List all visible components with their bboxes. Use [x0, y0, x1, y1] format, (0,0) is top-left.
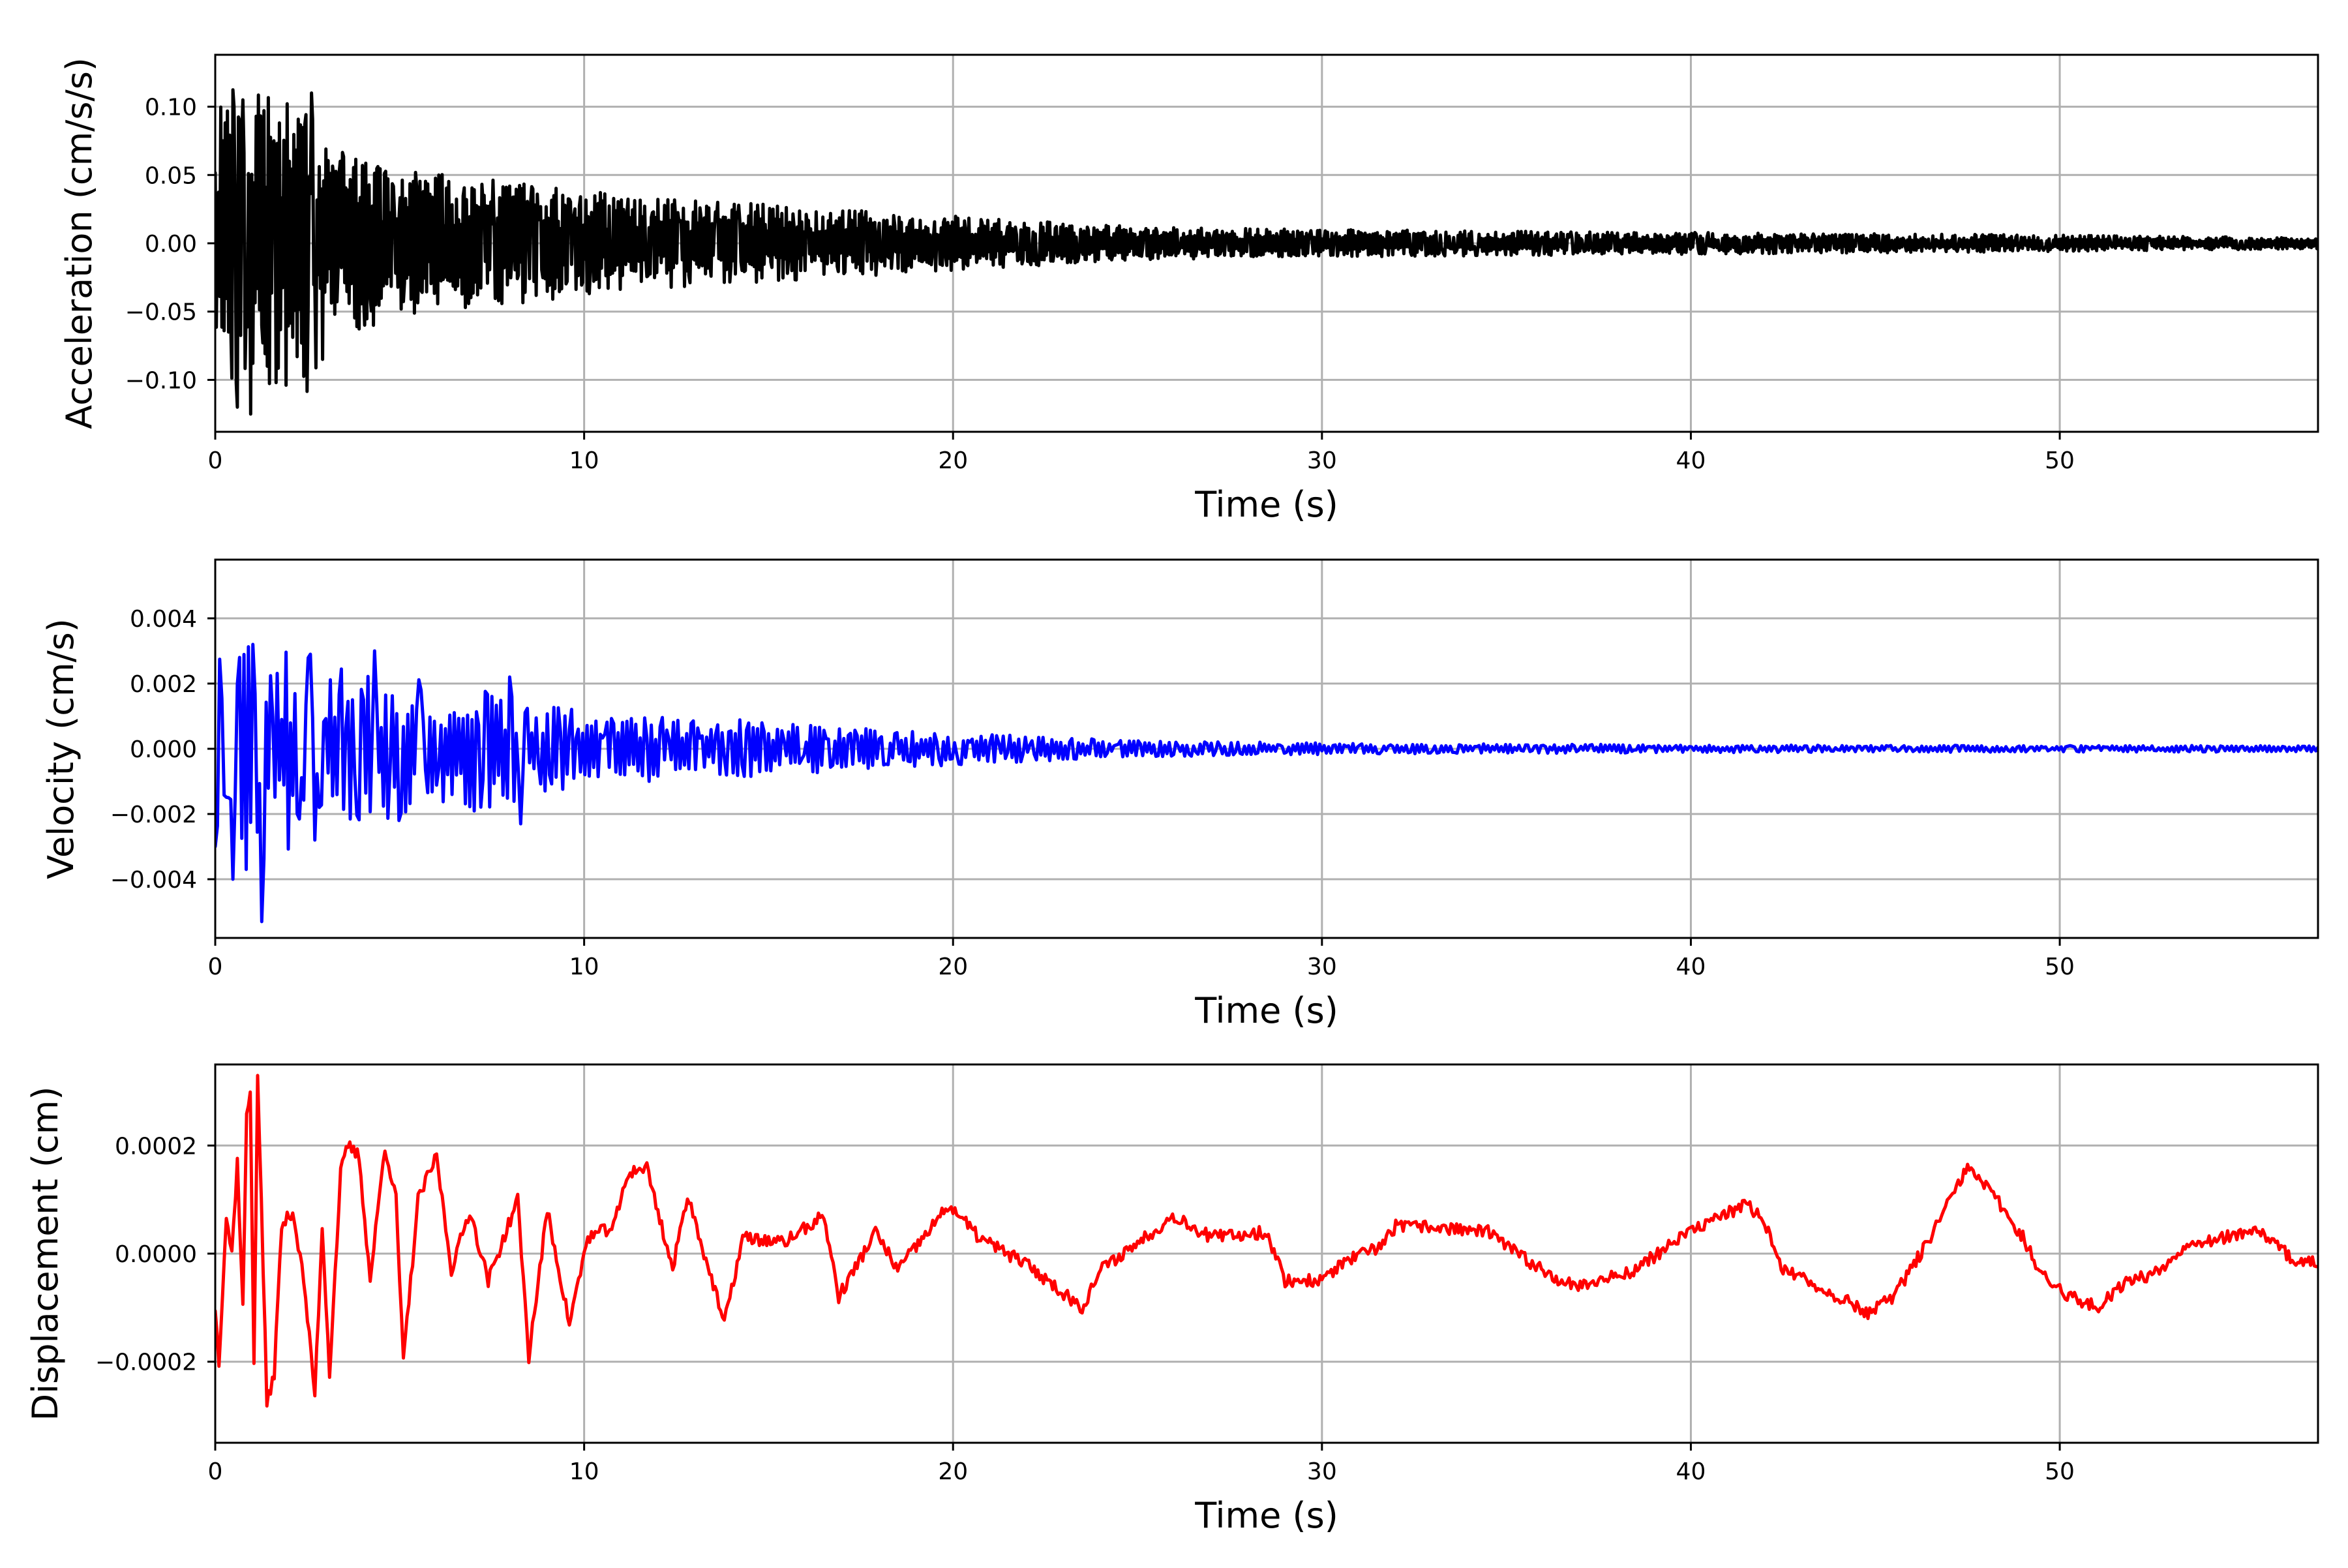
acceleration-xtick-label-2: 20	[938, 447, 968, 474]
acceleration-ylabel: Acceleration (cm/s/s)	[59, 57, 100, 429]
acceleration-xtick-label-3: 30	[1307, 447, 1337, 474]
velocity-xtick-label-0: 0	[208, 954, 223, 980]
displacement-ytick-label-2: 0.0002	[115, 1133, 197, 1160]
velocity-ytick-label-0: −0.004	[110, 867, 197, 894]
velocity-ytick-label-4: 0.004	[130, 606, 197, 633]
velocity-xtick-label-5: 50	[2045, 954, 2075, 980]
acceleration-ytick-label-0: −0.10	[125, 367, 197, 394]
velocity-xtick-label-3: 30	[1307, 954, 1337, 980]
displacement-ylabel: Displacement (cm)	[25, 1087, 66, 1421]
displacement-xtick-label-4: 40	[1676, 1458, 1706, 1485]
acceleration-xtick-label-4: 40	[1676, 447, 1706, 474]
displacement-ytick-label-0: −0.0002	[95, 1349, 197, 1376]
displacement-xtick-label-2: 20	[938, 1458, 968, 1485]
velocity-xtick-label-1: 10	[569, 954, 599, 980]
acceleration-ytick-label-2: 0.00	[145, 231, 197, 258]
velocity-xlabel: Time (s)	[1194, 990, 1338, 1031]
velocity-ytick-label-3: 0.002	[130, 671, 197, 698]
displacement-xtick-label-5: 50	[2045, 1458, 2075, 1485]
displacement-series-line	[215, 1074, 2318, 1408]
displacement-xtick-label-3: 30	[1307, 1458, 1337, 1485]
velocity-ytick-label-1: −0.002	[110, 802, 197, 828]
displacement-xtick-label-1: 10	[569, 1458, 599, 1485]
acceleration-ytick-label-3: 0.05	[145, 162, 197, 189]
acceleration-xlabel: Time (s)	[1194, 484, 1338, 525]
acceleration-xtick-label-1: 10	[569, 447, 599, 474]
acceleration-series-line	[215, 88, 2318, 416]
acceleration-ytick-label-4: 0.10	[145, 95, 197, 121]
acceleration-ytick-label-1: −0.05	[125, 299, 197, 326]
velocity-panel: 0 10 20 30 40 50 −0.004 −0.002 0.000 0.002 0.004 Ti…	[40, 558, 2319, 1031]
velocity-xtick-label-4: 40	[1676, 954, 1706, 980]
displacement-xtick-label-0: 0	[208, 1458, 223, 1485]
acceleration-xtick-label-5: 50	[2045, 447, 2075, 474]
velocity-series-line	[215, 642, 2318, 924]
displacement-panel: 0 10 20 30 40 50 −0.0002 0.0000 0.0002 Time (s) Di…	[25, 1063, 2319, 1536]
acceleration-xtick-label-0: 0	[208, 447, 223, 474]
velocity-ytick-label-2: 0.000	[130, 736, 197, 763]
displacement-xlabel: Time (s)	[1194, 1495, 1338, 1536]
acceleration-panel: 0 10 20 30 40 50 −0.10 −0.05 0.00 0.05 0.10 Time (s…	[59, 53, 2319, 525]
velocity-xtick-label-2: 20	[938, 954, 968, 980]
velocity-ylabel: Velocity (cm/s)	[40, 618, 82, 879]
displacement-ytick-label-1: 0.0000	[115, 1241, 197, 1268]
